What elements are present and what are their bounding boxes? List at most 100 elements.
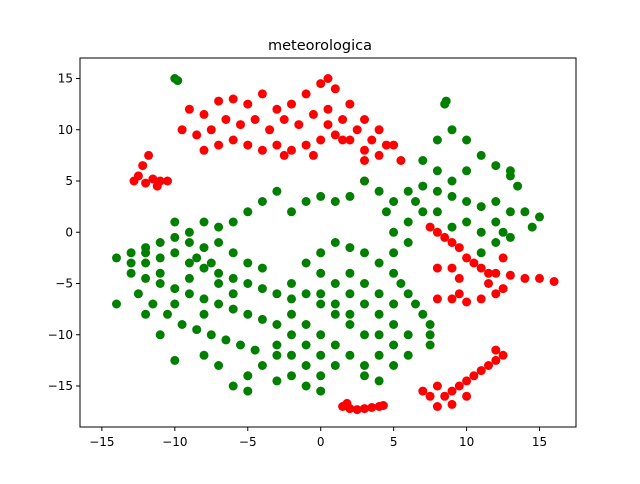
data-point bbox=[520, 273, 530, 283]
data-point bbox=[228, 304, 238, 314]
data-point bbox=[367, 135, 377, 145]
x-tick-label: −10 bbox=[162, 435, 187, 449]
data-point bbox=[476, 202, 486, 212]
data-point bbox=[345, 309, 355, 319]
data-point bbox=[316, 386, 326, 396]
data-point bbox=[199, 350, 209, 360]
data-point bbox=[206, 330, 216, 340]
data-point bbox=[447, 263, 457, 273]
data-point bbox=[301, 361, 311, 370]
data-point bbox=[389, 320, 399, 329]
data-point bbox=[403, 289, 413, 299]
data-point bbox=[491, 289, 501, 299]
data-point bbox=[491, 345, 501, 355]
y-tick-label: 10 bbox=[58, 123, 73, 137]
data-point bbox=[476, 294, 486, 304]
data-point bbox=[330, 309, 340, 319]
data-point bbox=[360, 279, 369, 288]
chart-title: meteorologica bbox=[268, 38, 372, 54]
data-point bbox=[345, 135, 355, 145]
data-point bbox=[330, 238, 340, 247]
data-point bbox=[316, 268, 326, 278]
data-point bbox=[505, 207, 515, 217]
data-point bbox=[549, 277, 559, 286]
data-point bbox=[345, 191, 355, 201]
data-point bbox=[403, 217, 413, 227]
data-point bbox=[432, 381, 442, 391]
data-point bbox=[173, 76, 183, 86]
data-point bbox=[199, 243, 209, 253]
data-point bbox=[316, 330, 326, 340]
data-point bbox=[126, 268, 136, 278]
data-point bbox=[447, 386, 457, 396]
plot-area-frame bbox=[79, 57, 577, 428]
data-point bbox=[287, 350, 296, 360]
data-point bbox=[462, 217, 472, 227]
data-point bbox=[374, 289, 384, 299]
data-point bbox=[214, 222, 224, 232]
data-point bbox=[425, 222, 435, 232]
data-point bbox=[454, 273, 464, 283]
data-point bbox=[243, 309, 253, 319]
x-tick-label: −15 bbox=[89, 435, 114, 449]
data-point bbox=[411, 197, 420, 206]
data-point bbox=[206, 258, 216, 268]
data-point bbox=[381, 207, 391, 217]
data-point bbox=[257, 197, 267, 206]
y-tick-label: −10 bbox=[48, 328, 73, 342]
data-point bbox=[316, 299, 326, 309]
data-point bbox=[432, 135, 442, 145]
data-point bbox=[257, 263, 267, 273]
data-point bbox=[243, 279, 253, 288]
data-point bbox=[301, 89, 311, 99]
data-point bbox=[360, 299, 369, 309]
data-point bbox=[301, 258, 311, 268]
data-point bbox=[462, 166, 472, 176]
data-point bbox=[243, 207, 253, 217]
data-point bbox=[301, 320, 311, 329]
data-point bbox=[462, 197, 472, 206]
data-point bbox=[462, 135, 472, 145]
data-point bbox=[403, 350, 413, 360]
data-point bbox=[301, 140, 311, 150]
data-point bbox=[138, 161, 148, 171]
data-point bbox=[236, 340, 245, 350]
data-point bbox=[199, 309, 209, 319]
x-tick-label: −5 bbox=[239, 435, 257, 449]
data-point bbox=[287, 99, 296, 109]
data-point bbox=[214, 361, 224, 370]
data-point bbox=[454, 243, 464, 253]
data-point bbox=[272, 340, 282, 350]
y-tick-label: 15 bbox=[58, 72, 73, 86]
data-point bbox=[243, 258, 253, 268]
data-point bbox=[301, 289, 311, 299]
data-point bbox=[287, 145, 296, 155]
data-point bbox=[287, 309, 296, 319]
data-point bbox=[228, 94, 238, 104]
data-point bbox=[170, 355, 180, 365]
data-point bbox=[345, 320, 355, 329]
data-point bbox=[170, 299, 180, 309]
data-point bbox=[374, 330, 384, 340]
data-point bbox=[360, 361, 369, 370]
data-point bbox=[177, 125, 187, 135]
data-point bbox=[323, 104, 333, 114]
data-point bbox=[374, 150, 384, 160]
data-point bbox=[112, 299, 121, 309]
data-point bbox=[513, 181, 523, 191]
data-point bbox=[389, 227, 399, 237]
data-point bbox=[491, 355, 501, 365]
data-point bbox=[462, 297, 472, 307]
data-point bbox=[484, 268, 493, 278]
data-point bbox=[447, 176, 457, 186]
data-point bbox=[374, 186, 384, 196]
data-point bbox=[221, 335, 231, 345]
data-point bbox=[257, 284, 267, 294]
data-point bbox=[133, 289, 143, 299]
data-point bbox=[250, 115, 260, 124]
data-point bbox=[301, 381, 311, 391]
data-point bbox=[520, 207, 530, 217]
data-point bbox=[476, 248, 486, 258]
data-point bbox=[148, 174, 158, 184]
data-point bbox=[491, 161, 501, 171]
